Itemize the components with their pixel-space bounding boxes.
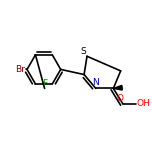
Polygon shape [113, 85, 122, 90]
Text: N: N [92, 78, 98, 87]
Text: F: F [42, 79, 47, 88]
Text: Br: Br [15, 65, 25, 74]
Text: O: O [117, 94, 124, 103]
Text: OH: OH [137, 99, 150, 108]
Text: S: S [80, 47, 86, 55]
